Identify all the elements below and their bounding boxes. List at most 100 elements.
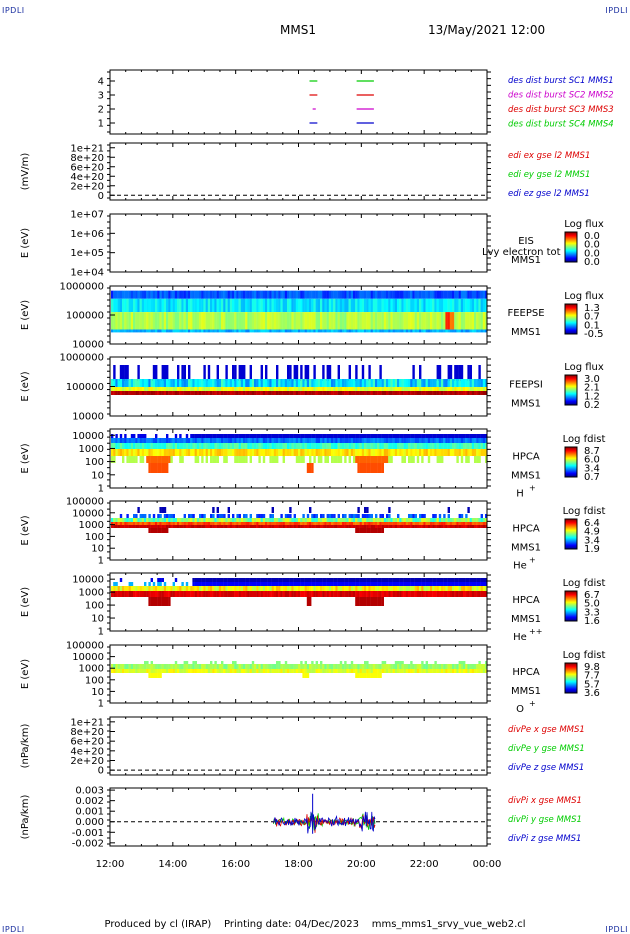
feepsi-cell <box>359 391 362 395</box>
hpca-h-cell <box>447 438 450 443</box>
feepse-cell <box>386 329 389 333</box>
hpca-h-cell <box>161 438 164 443</box>
hpca-h-cell <box>194 456 197 463</box>
feepsi-cell <box>157 391 160 395</box>
hpca-o-cell <box>210 664 213 669</box>
feepse-cell <box>262 312 266 330</box>
hpca-hepp-cell <box>333 591 336 597</box>
hpca-h-cell <box>188 438 191 443</box>
hpca-he-cell <box>313 514 316 518</box>
hpca-o-cell <box>117 669 120 673</box>
feepsi-cell <box>324 379 327 387</box>
hpca-hepp-cell <box>306 591 310 597</box>
hpca-o-cell <box>405 669 409 673</box>
feepsi-cell <box>119 387 123 391</box>
feepsi-cell <box>458 379 461 387</box>
feepsi-cell <box>188 391 191 395</box>
hpca-h-cell <box>155 456 158 463</box>
hpca-he-cell <box>372 518 376 522</box>
feepsi-cell <box>388 387 391 391</box>
hpca-o-ytick-label: 100 <box>85 675 104 686</box>
hpca-h-cell <box>111 438 114 443</box>
feepse-cell <box>119 329 123 333</box>
feepsi-cell <box>458 365 461 381</box>
feepse-cell <box>183 298 186 313</box>
hpca-he-cell <box>218 525 222 528</box>
hpca-he-cell <box>474 518 477 522</box>
hpca-h-cell <box>117 438 120 443</box>
feepse-cell <box>282 298 285 313</box>
feepse-cell <box>454 290 457 299</box>
feepse-cell <box>265 329 268 333</box>
hpca-o-cell <box>177 664 180 669</box>
feepsi-cell <box>113 391 116 395</box>
feepse-cell <box>388 290 391 299</box>
feepsi-cell <box>379 387 382 391</box>
hpca-h-cell <box>346 434 349 438</box>
feepse-cell <box>284 298 288 313</box>
hpca-hepp-cell <box>485 586 488 591</box>
feepsi-cell <box>282 387 285 391</box>
hpca-he-cell <box>460 518 464 522</box>
hpca-hepp-cell <box>185 586 189 591</box>
hpca-hepp-cell <box>280 578 283 582</box>
feepse-cell <box>287 329 290 333</box>
hpca-o-cell <box>174 669 178 673</box>
feepsi-cell <box>111 379 114 387</box>
hpca-he-cell <box>122 518 125 522</box>
feepsi-cell <box>249 379 252 387</box>
hpca-hepp-cell <box>276 582 279 586</box>
feepse-cell <box>443 329 446 333</box>
feepse-cell <box>342 329 345 333</box>
feepsi-cell <box>337 365 340 381</box>
hpca-h-cell <box>335 443 338 449</box>
hpca-o-cell <box>157 669 160 673</box>
hpca-h-cell <box>122 438 125 443</box>
feepsi-cell <box>128 391 131 395</box>
hpca-h-cell <box>181 449 184 456</box>
hpca-o-cell <box>293 669 296 673</box>
hpca-he-cell <box>155 522 158 525</box>
hpca-h-cell <box>243 456 246 463</box>
hpca-he-cell <box>137 522 140 525</box>
feepse-cell <box>181 298 184 313</box>
feepse-cell <box>339 298 343 313</box>
hpca-he-cell <box>397 518 400 522</box>
datetime-title: 13/May/2021 12:00 <box>428 23 546 37</box>
hpca-h-cell <box>474 434 477 438</box>
hpca-hepp-cell <box>320 591 323 597</box>
hpca-hepp-cell <box>471 578 475 582</box>
feepsi-cell <box>438 379 442 387</box>
hpca-h-cell <box>447 449 450 456</box>
corner-label-bottom-left: IPDLI <box>2 925 25 934</box>
feepsi-cell <box>478 387 481 391</box>
hpca-he-cell <box>364 525 367 528</box>
hpca-he-cell <box>225 525 228 528</box>
hpca-hepp-cell <box>372 586 376 591</box>
hpca-h-cell <box>267 434 270 438</box>
feepsi-cell <box>370 391 373 395</box>
hpca-h-cell <box>366 434 369 438</box>
hpca-h-cell <box>388 456 391 463</box>
hpca-o-cell <box>111 669 114 673</box>
hpca-hepp-cell <box>361 578 365 582</box>
feepsi-cell <box>445 379 448 387</box>
hpca-hepp-cell <box>469 586 472 591</box>
hpca-h-cell <box>256 443 259 449</box>
hpca-he-cell <box>458 514 461 518</box>
feepse-cell <box>366 290 369 299</box>
feepse-cell <box>449 298 453 313</box>
hpca-hepp-cell <box>449 582 453 586</box>
hpca-hepp-cell <box>207 591 211 597</box>
hpca-o-cell <box>172 669 175 673</box>
hpca-o-cell <box>150 673 153 678</box>
feepsi-cell <box>436 387 439 391</box>
feepse-cell <box>353 298 356 313</box>
feepse-cell <box>273 298 277 313</box>
feepsi-cell <box>394 387 398 391</box>
hpca-hepp-cell <box>234 578 237 582</box>
hpca-o-cell <box>256 664 259 669</box>
hpca-hepp-cell <box>372 578 376 582</box>
hpca-o-cell <box>282 664 285 669</box>
hpca-h-cell <box>240 443 244 449</box>
